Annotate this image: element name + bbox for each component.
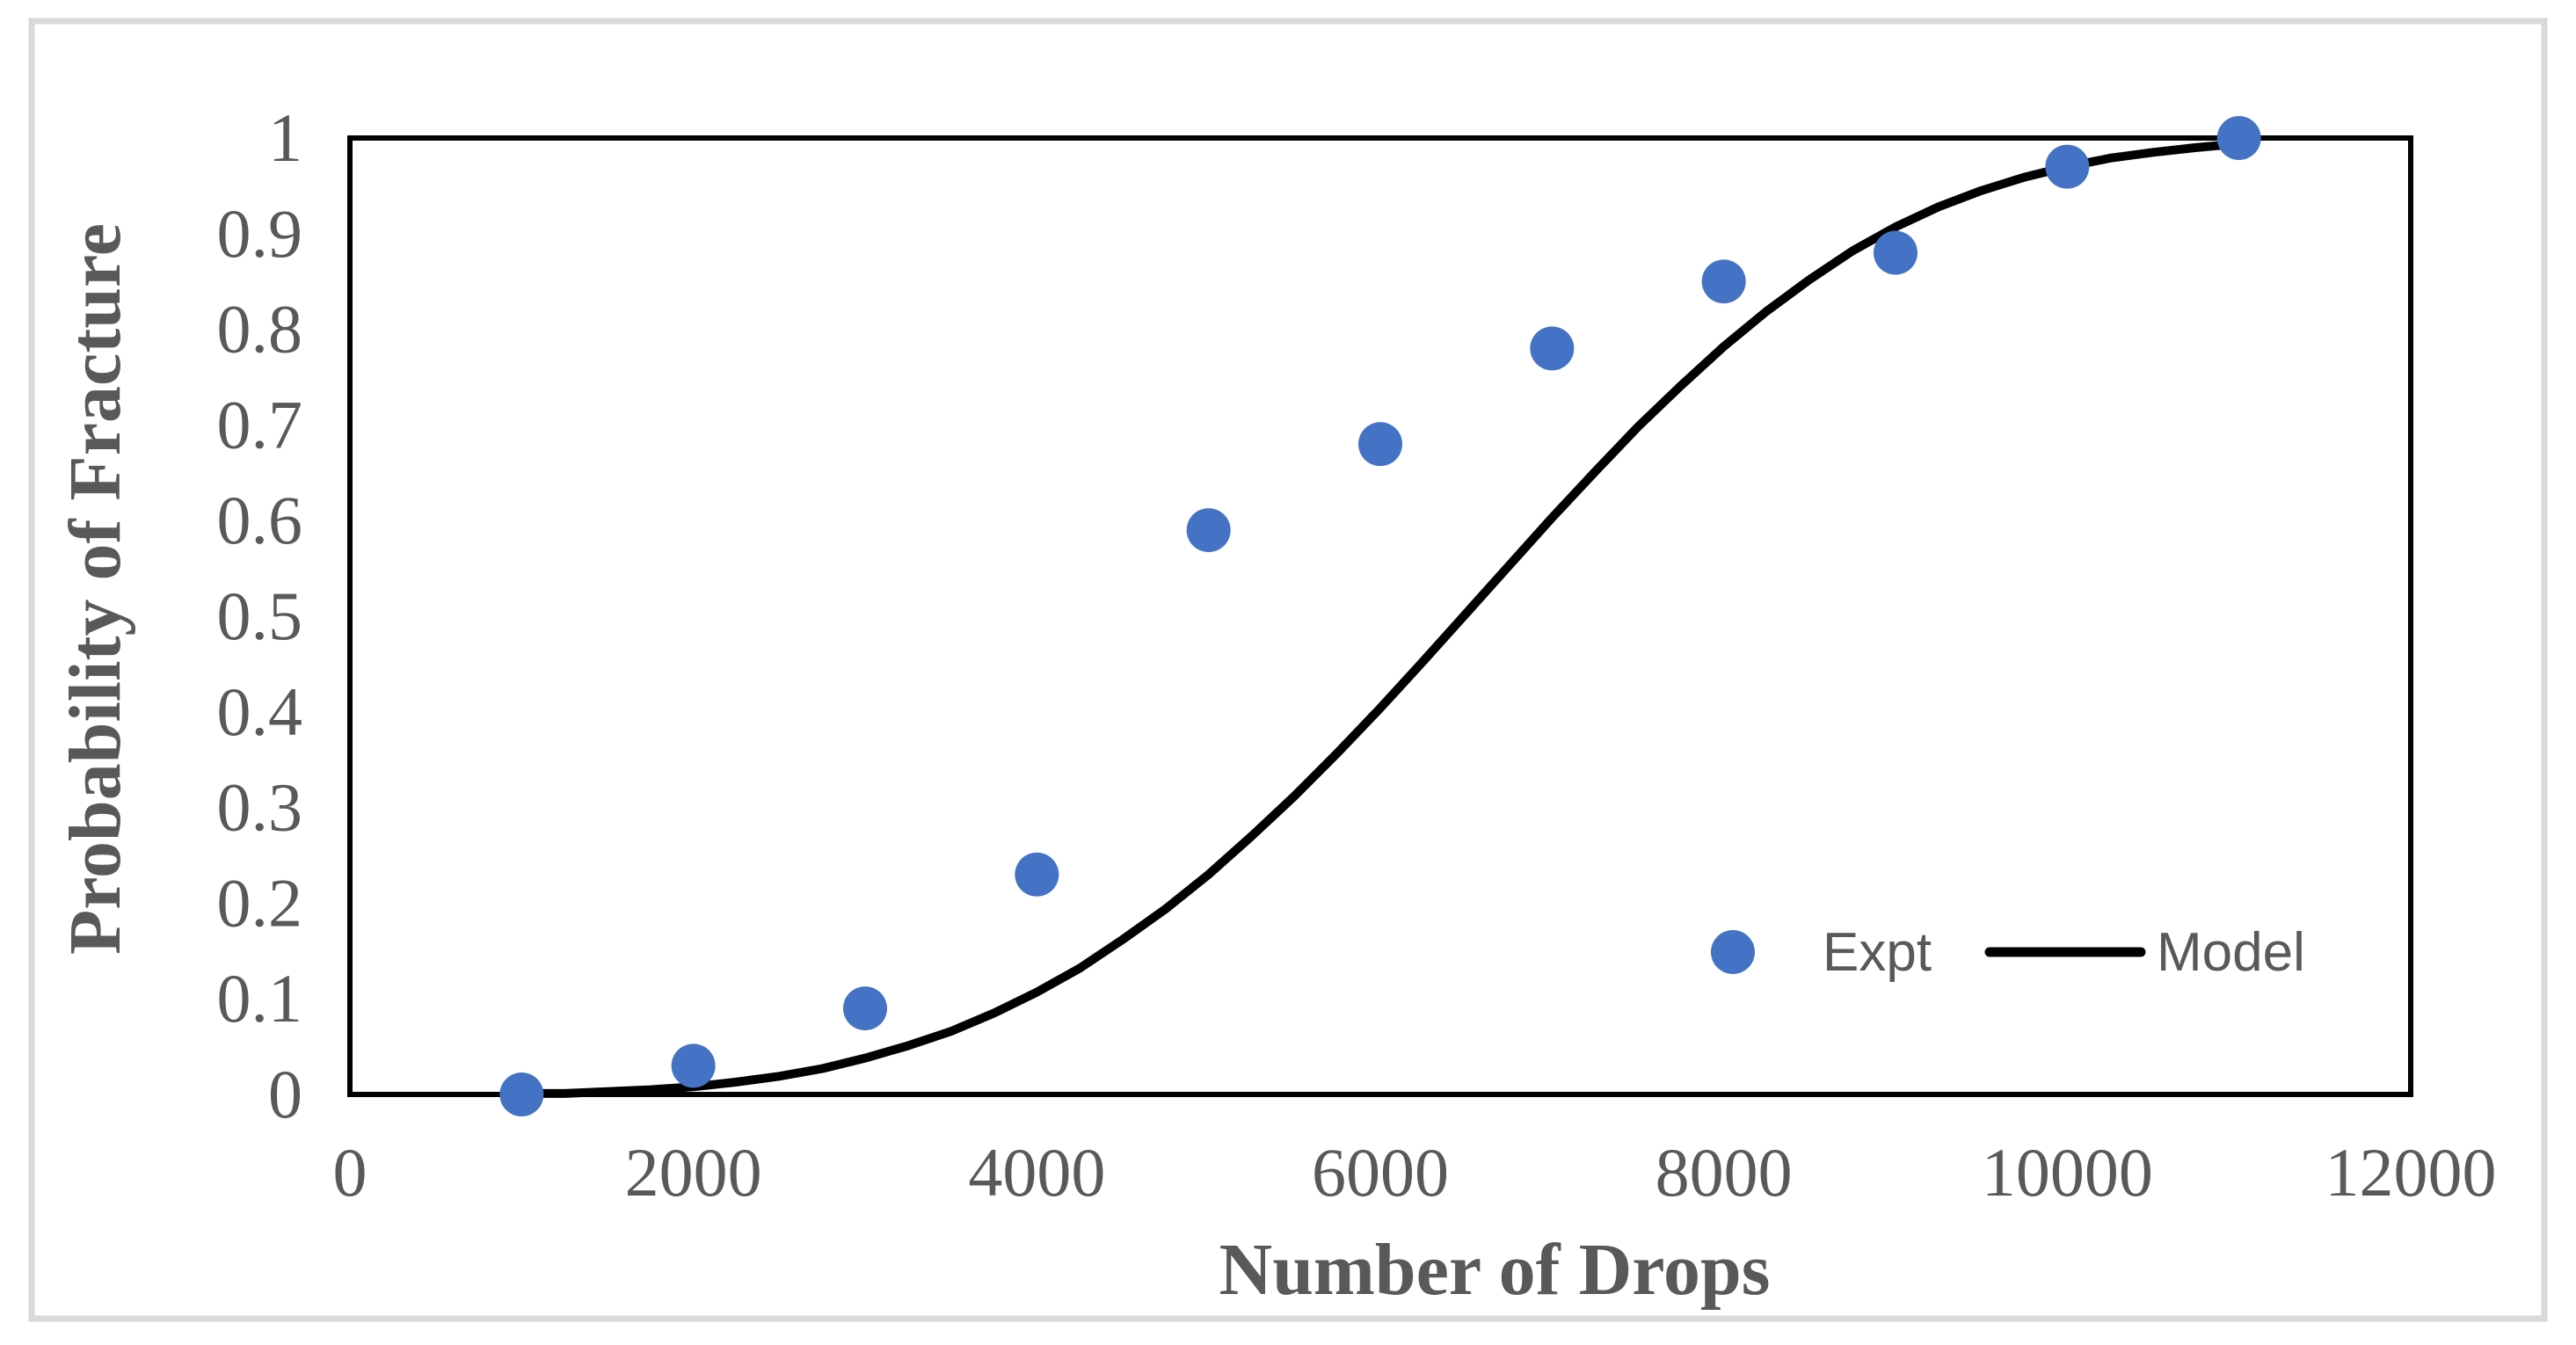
expt-data-points [499, 116, 2261, 1116]
legend-model-label: Model [2157, 922, 2305, 983]
legend: Expt Model [1711, 922, 2305, 983]
x-axis-title: Number of Drops [1219, 1229, 1771, 1311]
y-tick-label: 0.4 [217, 673, 303, 750]
x-tick-label: 4000 [968, 1134, 1105, 1210]
expt-data-point [1874, 230, 1917, 275]
model-curve [517, 139, 2244, 1098]
expt-data-point [499, 1072, 544, 1116]
expt-data-point [1015, 852, 1059, 897]
y-tick-label: 0.6 [217, 482, 303, 558]
plot-area-border [347, 135, 2413, 1097]
expt-data-point [1358, 422, 1402, 467]
expt-data-point [1701, 259, 1746, 304]
y-tick-label: 0.7 [217, 386, 303, 462]
y-tick-label: 0.5 [217, 578, 303, 654]
x-tick-label: 6000 [1312, 1134, 1449, 1210]
expt-data-point [2216, 116, 2261, 160]
y-tick-label: 0.8 [217, 291, 303, 367]
y-tick-label: 0.3 [217, 769, 303, 846]
y-tick-label: 0 [268, 1056, 302, 1132]
x-tick-label: 0 [333, 1134, 367, 1210]
x-tick-label: 2000 [625, 1134, 762, 1210]
y-axis-title: Probability of Fracture [55, 223, 136, 955]
expt-data-point [2045, 144, 2090, 189]
y-tick-label: 0.2 [217, 864, 303, 941]
x-tick-label: 8000 [1655, 1134, 1793, 1210]
expt-data-point [1186, 508, 1231, 553]
legend-expt-label: Expt [1823, 922, 1932, 983]
y-tick-label: 1 [268, 99, 302, 176]
expt-data-point [1530, 326, 1575, 371]
x-axis-tick-labels: 0 2000 4000 6000 8000 10000 12000 [333, 1134, 2497, 1210]
x-tick-label: 12000 [2325, 1134, 2497, 1210]
y-tick-label: 0.9 [217, 195, 303, 272]
expt-data-point [843, 986, 887, 1031]
expt-data-point [671, 1043, 716, 1088]
y-tick-label: 0.1 [217, 960, 303, 1036]
legend-expt-marker-icon [1711, 930, 1755, 974]
figure-border [28, 18, 2548, 1322]
y-axis-tick-labels: 0 0.1 0.2 0.3 0.4 0.5 0.6 0.7 0.8 0.9 1 [217, 99, 303, 1132]
x-tick-label: 10000 [1982, 1134, 2153, 1210]
